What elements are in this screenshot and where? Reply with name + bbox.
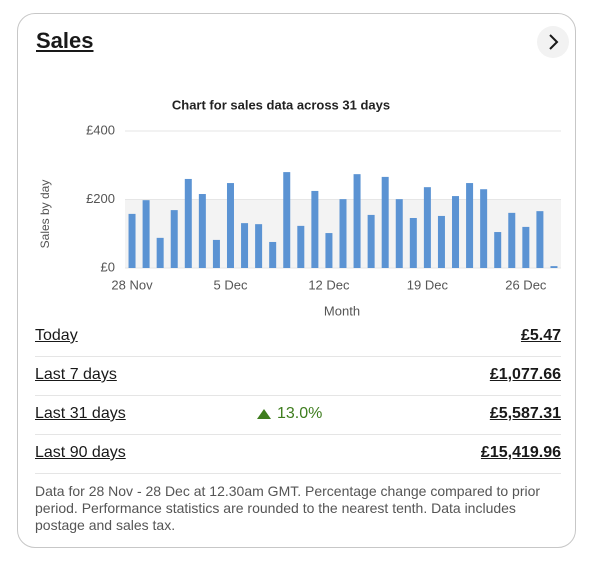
bar xyxy=(381,176,389,268)
bar xyxy=(508,212,516,268)
up-arrow xyxy=(257,408,271,419)
bar xyxy=(226,183,234,268)
footnote: Data for 28 Nov - 28 Dec at 12.30am GMT.… xyxy=(35,483,541,533)
bar xyxy=(325,233,333,268)
bar xyxy=(550,266,558,268)
chevron-icon xyxy=(549,34,559,50)
bar xyxy=(423,187,431,268)
bar xyxy=(466,183,474,268)
stat-row: Last 7 days £1,077.66 xyxy=(35,356,561,396)
stat-change: 13.0% xyxy=(257,405,322,423)
y-axis-title: Sales by day xyxy=(38,180,52,249)
bar xyxy=(283,172,291,268)
chart: Chart for sales data across 31 days Sale… xyxy=(38,97,561,318)
bar xyxy=(522,226,530,268)
x-tick-label: 19 Dec xyxy=(407,277,449,292)
stat-label[interactable]: Last 7 days xyxy=(35,366,117,383)
x-axis-title: Month xyxy=(324,303,360,318)
bar xyxy=(452,196,460,268)
stat-row: Today £5.47 xyxy=(35,317,561,357)
stat-value[interactable]: £1,077.66 xyxy=(489,366,561,383)
bar xyxy=(339,199,347,268)
bar xyxy=(311,190,319,268)
bar xyxy=(395,199,403,268)
bar xyxy=(367,214,375,268)
stat-label[interactable]: Last 31 days xyxy=(35,405,126,422)
bar xyxy=(353,174,361,268)
bar xyxy=(170,210,178,268)
x-tick-label: 28 Nov xyxy=(111,277,153,292)
stat-label[interactable]: Today xyxy=(35,327,78,344)
stat-row: Last 90 days £15,419.96 xyxy=(35,434,561,474)
sales-card: Sales Chart for sales data across 31 day… xyxy=(17,13,576,548)
bar xyxy=(269,241,277,268)
bar xyxy=(198,194,206,268)
bar xyxy=(156,237,164,268)
bar xyxy=(494,232,502,268)
x-tick-label: 5 Dec xyxy=(213,277,247,292)
stat-label[interactable]: Last 90 days xyxy=(35,444,126,461)
bar xyxy=(128,213,136,268)
x-tick-label: 12 Dec xyxy=(308,277,350,292)
y-tick-label: £400 xyxy=(86,122,115,137)
bar xyxy=(409,217,417,268)
bar xyxy=(212,239,220,268)
stat-value[interactable]: £5.47 xyxy=(520,327,561,344)
bar xyxy=(255,224,263,268)
bar xyxy=(241,223,249,268)
bar xyxy=(142,200,150,268)
chart-title: Chart for sales data across 31 days xyxy=(172,97,390,112)
stat-value[interactable]: £5,587.31 xyxy=(489,405,561,422)
bar xyxy=(297,225,305,268)
y-tick-label: £200 xyxy=(86,191,115,206)
x-tick-label: 26 Dec xyxy=(505,277,547,292)
bar xyxy=(480,189,488,268)
y-tick-label: £0 xyxy=(101,259,115,274)
stat-value[interactable]: £15,419.96 xyxy=(480,444,561,461)
stat-row: Last 31 days 13.0% £5,587.31 xyxy=(35,395,561,435)
next-button[interactable] xyxy=(537,26,569,58)
bar xyxy=(536,211,544,268)
bar xyxy=(184,178,192,268)
change-text: 13.0% xyxy=(277,405,323,422)
bar xyxy=(437,215,445,268)
card-title[interactable]: Sales xyxy=(36,28,94,53)
